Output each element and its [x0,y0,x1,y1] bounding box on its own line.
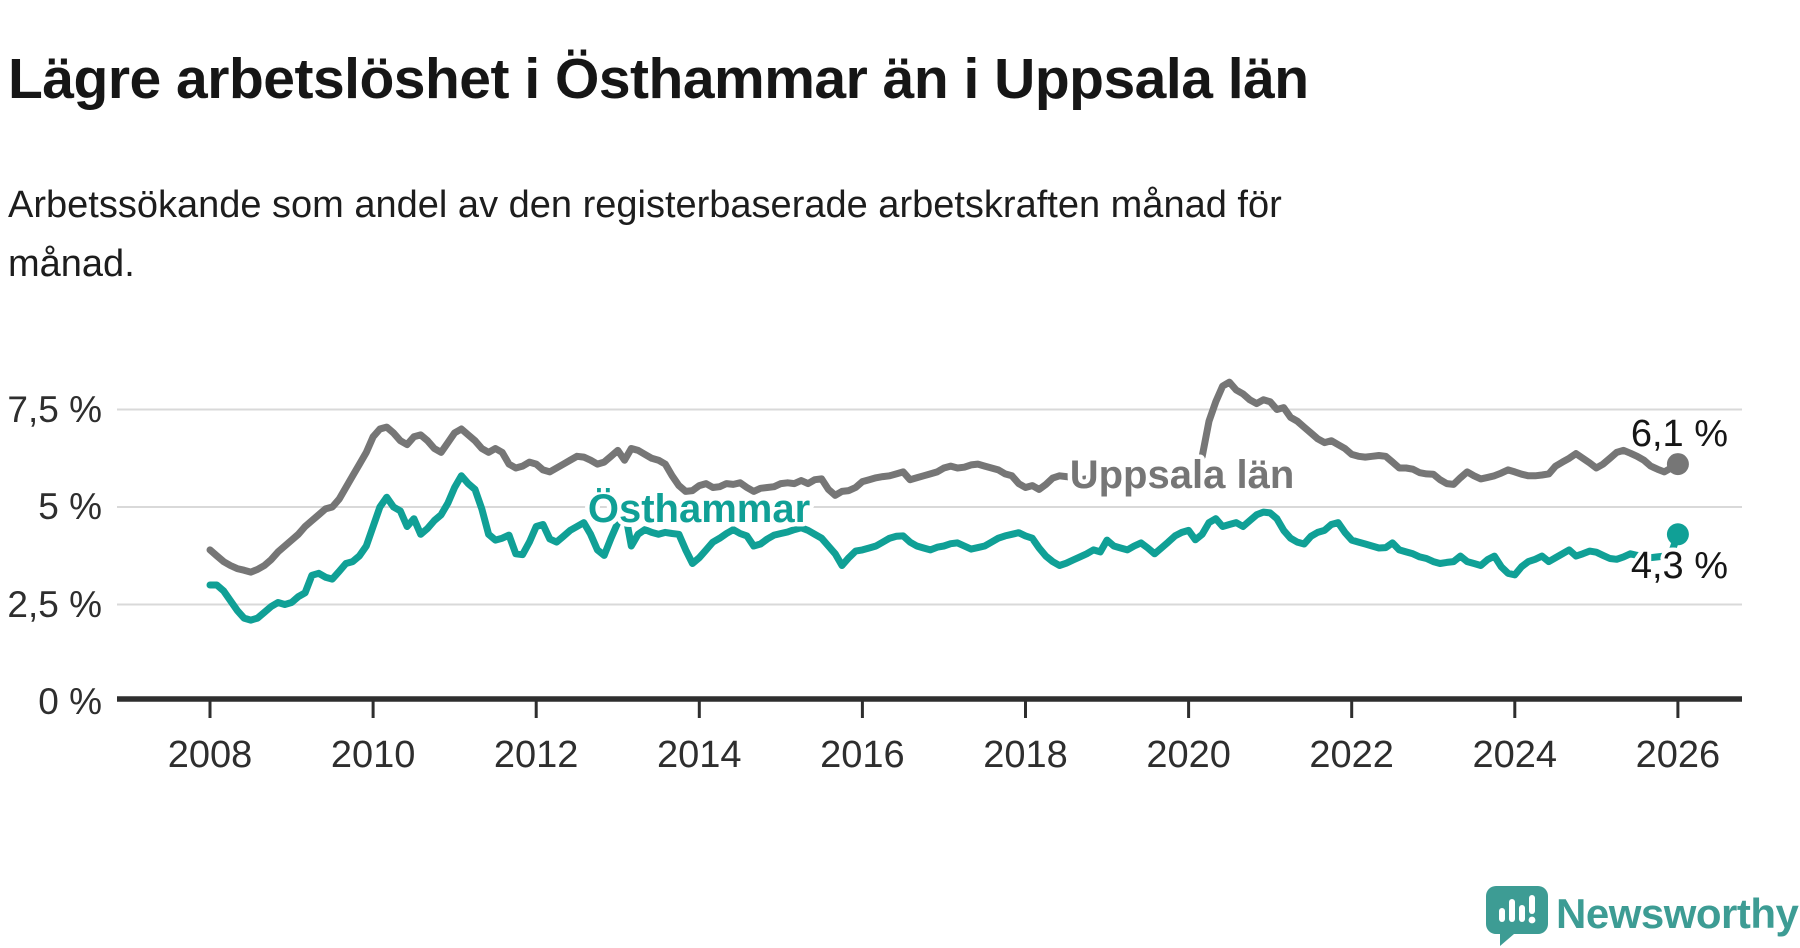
x-tick-label: 2018 [983,734,1068,776]
end-value-label: 4,3 % [1631,545,1728,587]
x-tick-label: 2016 [820,734,905,776]
newsworthy-logo[interactable]: Newsworthy [1486,884,1800,946]
end-dots [1666,453,1689,546]
gridlines [117,408,1742,606]
bar-icon-3 [1519,905,1525,922]
end-value-label: 6,1 % [1631,413,1728,455]
series-labels: Uppsala län Östhammar [583,449,1298,536]
bar-icon-2 [1509,899,1515,922]
page-subtitle: Arbetssökande som andel av den registerb… [8,184,1282,285]
series-lines [206,378,1682,624]
page-title: Lägre arbetslöshet i Östhammar än i Upps… [8,47,1309,112]
end-value-labels: 6,1 % 4,3 % [1627,409,1732,591]
y-tick-label: 5 % [38,486,102,527]
x-tick-label: 2024 [1472,734,1558,776]
series-line-uppsala-l-n [206,378,1682,576]
x-tick-label: 2008 [167,734,253,776]
bar-icon-1 [1499,908,1505,922]
series-end-dot [1666,453,1689,476]
y-tick-label: 0 % [38,681,102,722]
series-label: Östhammar [588,486,810,531]
series-line--sthammar [206,472,1682,624]
x-tick-label: 2026 [1635,734,1721,776]
series-end-dot [1666,523,1689,546]
x-axis [117,696,1742,718]
brand-name: Newsworthy [1556,890,1799,937]
speech-bubble-shape [1486,886,1548,946]
x-tick-label: 2022 [1309,734,1394,776]
y-axis-labels: 7,5 % 5 % 2,5 % 0 % [0,0,102,948]
y-tick-label: 7,5 % [7,388,102,430]
exclamation-stem-icon [1529,895,1535,914]
x-tick-label: 2020 [1146,734,1231,776]
x-tick-label: 2010 [330,734,416,776]
exclamation-dot-icon [1528,916,1536,924]
newsworthy-bubble-icon [1486,886,1548,946]
y-tick-label: 2,5 % [7,583,102,625]
x-tick-label: 2012 [493,734,579,776]
x-tick-label: 2014 [657,734,742,776]
series-label: Uppsala län [1070,453,1295,497]
